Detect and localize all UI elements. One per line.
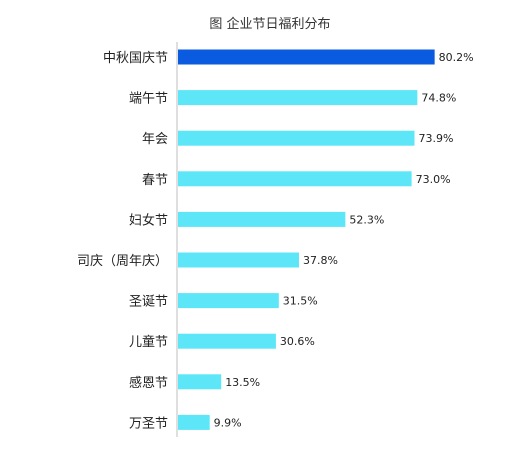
bar-7: [178, 293, 279, 309]
bar-2: [178, 90, 418, 106]
category-label: 司庆（周年庆）: [77, 254, 168, 269]
value-label: 31.5%: [283, 295, 318, 308]
category-label: 万圣节: [129, 416, 168, 431]
category-label: 感恩节: [129, 375, 168, 391]
value-label: 80.2%: [439, 51, 474, 64]
value-label: 30.6%: [280, 335, 315, 348]
category-label: 中秋国庆节: [103, 51, 168, 66]
value-label: 73.0%: [416, 173, 451, 186]
bar-group: [178, 49, 435, 430]
bar-10: [178, 414, 210, 430]
category-label: 妇女节: [129, 212, 168, 228]
category-label: 年会: [142, 132, 168, 147]
value-label: 73.9%: [418, 132, 453, 145]
bar-6: [178, 252, 299, 268]
value-labels: 80.2% 74.8% 73.9% 73.0% 52.3% 37.8% 31.5% 30.6%…: [214, 51, 474, 429]
value-label: 13.5%: [225, 376, 260, 389]
value-label: 37.8%: [303, 254, 338, 267]
category-label: 儿童节: [129, 334, 168, 350]
category-label: 端午节: [129, 92, 168, 107]
bar-3: [178, 130, 415, 146]
chart-title: 图 企业节日福利分布: [209, 16, 330, 32]
bar-5: [178, 211, 346, 227]
value-label: 52.3%: [349, 213, 384, 226]
value-label: 74.8%: [421, 92, 456, 105]
bar-8: [178, 333, 276, 349]
bar-4: [178, 171, 412, 187]
bar-1: [178, 49, 435, 65]
value-label: 9.9%: [214, 416, 242, 429]
category-label: 圣诞节: [129, 295, 168, 310]
category-label: 春节: [142, 173, 168, 188]
bar-9: [178, 374, 222, 390]
